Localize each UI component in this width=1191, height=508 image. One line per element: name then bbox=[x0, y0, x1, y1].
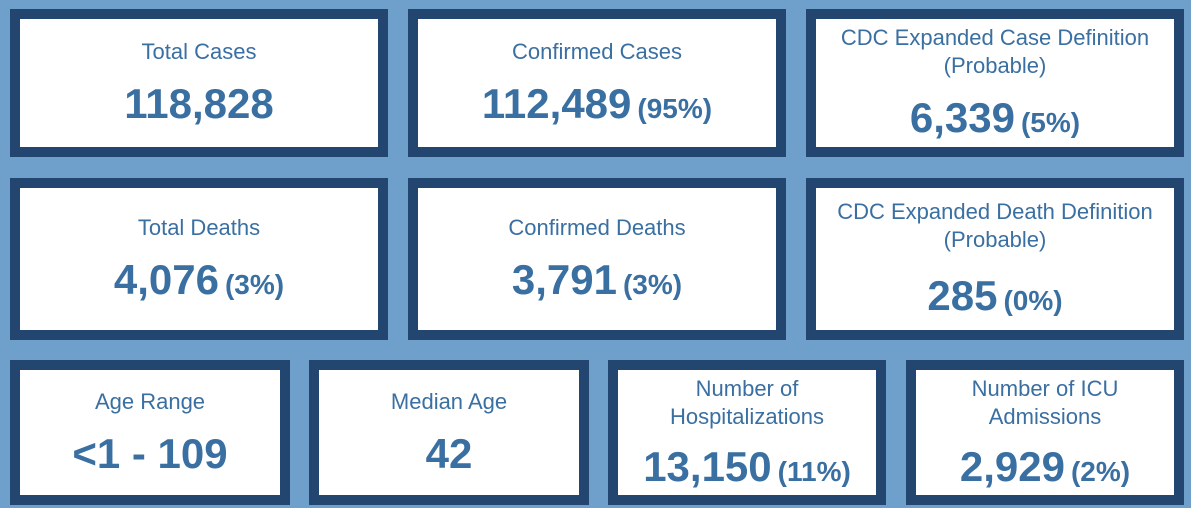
hospitalizations-card: Number of Hospitalizations 13,150 (11%) bbox=[608, 360, 886, 505]
card-percent: (95%) bbox=[637, 93, 713, 124]
probable-cases-card: CDC Expanded Case Definition (Probable) … bbox=[806, 9, 1184, 157]
card-label: Median Age bbox=[390, 388, 508, 414]
card-value: 42 bbox=[425, 429, 473, 477]
card-value-line: 3,791 (3%) bbox=[512, 256, 682, 304]
card-label: Age Range bbox=[94, 388, 206, 414]
card-value: 6,339 bbox=[909, 94, 1015, 141]
card-value-line: 2,929 (2%) bbox=[960, 443, 1130, 491]
card-label: Number of ICU Admissions bbox=[971, 375, 1119, 429]
card-percent: (3%) bbox=[622, 269, 683, 300]
card-label: Number of Hospitalizations bbox=[669, 375, 825, 429]
card-percent: (3%) bbox=[224, 269, 285, 300]
card-value: <1 - 109 bbox=[72, 429, 228, 477]
median-age-card: Median Age 42 bbox=[309, 360, 589, 505]
card-value: 118,828 bbox=[124, 80, 274, 127]
confirmed-cases-card: Confirmed Cases 112,489 (95%) bbox=[408, 9, 786, 157]
card-percent: (11%) bbox=[777, 455, 851, 487]
card-label: Confirmed Deaths bbox=[508, 215, 686, 240]
card-value-line: 42 bbox=[426, 430, 473, 478]
card-value-line: 13,150 (11%) bbox=[643, 443, 851, 491]
age-range-card: Age Range <1 - 109 bbox=[10, 360, 290, 505]
card-value-line: 6,339 (5%) bbox=[910, 94, 1080, 142]
card-value: 285 bbox=[927, 272, 998, 319]
card-label: CDC Expanded Death Definition (Probable) bbox=[837, 199, 1153, 252]
total-deaths-card: Total Deaths 4,076 (3%) bbox=[10, 178, 388, 340]
card-label: Total Deaths bbox=[137, 215, 261, 240]
card-value: 3,791 bbox=[511, 256, 617, 303]
card-value: 112,489 bbox=[481, 80, 632, 127]
card-value-line: 112,489 (95%) bbox=[482, 80, 712, 128]
card-value: 13,150 bbox=[643, 442, 772, 490]
card-value-line: 118,828 bbox=[124, 80, 274, 128]
card-value-line: 285 (0%) bbox=[927, 272, 1062, 320]
confirmed-deaths-card: Confirmed Deaths 3,791 (3%) bbox=[408, 178, 786, 340]
card-percent: (2%) bbox=[1070, 455, 1131, 487]
card-value-line: <1 - 109 bbox=[72, 430, 227, 478]
probable-deaths-card: CDC Expanded Death Definition (Probable)… bbox=[806, 178, 1184, 340]
card-label: CDC Expanded Case Definition (Probable) bbox=[840, 25, 1150, 78]
card-percent: (0%) bbox=[1003, 285, 1063, 316]
icu-admissions-card: Number of ICU Admissions 2,929 (2%) bbox=[906, 360, 1184, 505]
card-percent: (5%) bbox=[1020, 107, 1081, 138]
card-label: Total Cases bbox=[141, 39, 257, 64]
card-value: 2,929 bbox=[959, 442, 1065, 490]
card-label: Confirmed Cases bbox=[512, 39, 682, 64]
card-value-line: 4,076 (3%) bbox=[114, 256, 284, 304]
card-value: 4,076 bbox=[113, 256, 219, 303]
total-cases-card: Total Cases 118,828 bbox=[10, 9, 388, 157]
